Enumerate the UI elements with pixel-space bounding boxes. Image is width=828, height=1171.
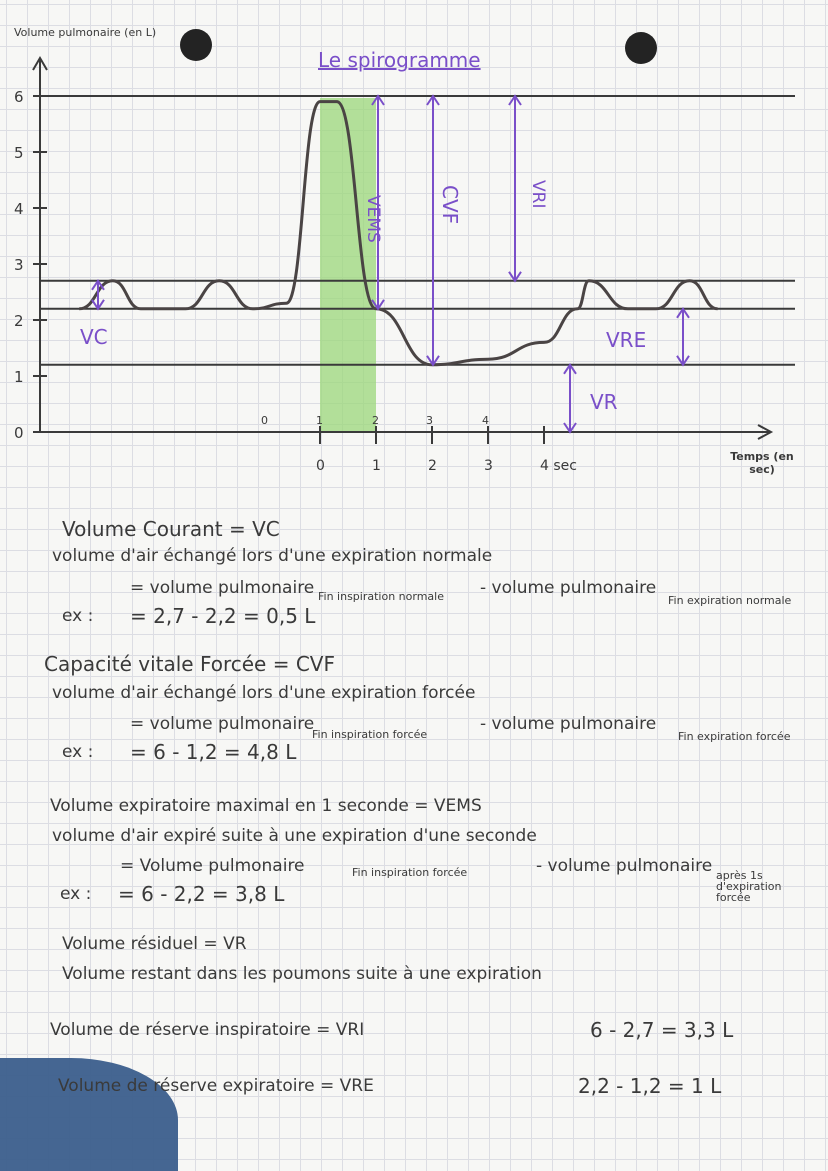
vems-arrow-head [371, 299, 385, 311]
chart-title: Le spirogramme [318, 48, 481, 72]
x-tick-top-label: 4 [482, 414, 489, 427]
one-second-band [320, 98, 376, 432]
volume-arrows [91, 94, 690, 434]
cvf-arrow-head [426, 94, 440, 106]
label-vr: VR [590, 390, 618, 414]
x-ticks: 0 1 2 3 4 0 1 2 3 4 sec [261, 414, 577, 474]
y-tick-label: 6 [14, 88, 24, 106]
vc-formula-b: - volume pulmonaire [480, 578, 657, 598]
vc-formula-a: = volume pulmonaire [130, 578, 315, 598]
vems-title: Volume expiratoire maximal en 1 seconde … [50, 796, 482, 816]
label-vri: VRI [528, 180, 548, 209]
vems-arrow-head [371, 94, 385, 106]
y-tick-label: 1 [14, 368, 24, 386]
label-vre: VRE [606, 328, 647, 352]
blue-stain [0, 1058, 178, 1171]
spirogram-chart: 0 1 2 3 4 5 6 0 1 2 3 4 0 1 2 3 4 sec [14, 29, 795, 474]
spirogram-curve [78, 100, 718, 367]
y-tick-label: 2 [14, 312, 24, 330]
label-cvf: CVF [438, 185, 462, 225]
vre-title: Volume de réserve expiratoire = VRE [58, 1076, 374, 1096]
binder-hole-right [625, 32, 657, 64]
cvf-formula-b-sub: Fin expiration forcée [678, 730, 791, 743]
x-tick-bottom-label: 0 [316, 458, 325, 474]
cvf-title: Capacité vitale Forcée = CVF [44, 652, 335, 676]
y-ticks: 0 1 2 3 4 5 6 [14, 88, 47, 442]
vc-definition: volume d'air échangé lors d'une expirati… [52, 546, 493, 566]
reference-lines [40, 95, 795, 366]
vems-formula-b: - volume pulmonaire [536, 856, 713, 876]
x-tick-bottom-label: 3 [484, 458, 493, 474]
vems-definition: volume d'air expiré suite à une expirati… [52, 826, 537, 846]
x-axis-arrow [757, 424, 774, 440]
x-tick-top-label: 1 [316, 414, 323, 427]
y-axis-arrow [32, 56, 48, 71]
cvf-formula-a: = volume pulmonaire [130, 714, 315, 734]
vre-arrow-head [676, 355, 690, 367]
vems-formula-b-sub: après 1s d'expiration forcée [716, 869, 782, 904]
y-tick-label: 0 [14, 424, 24, 442]
vems-example: = 6 - 2,2 = 3,8 L [118, 882, 285, 906]
x-tick-bottom-label: 2 [428, 458, 437, 474]
y-tick-label: 4 [14, 200, 24, 218]
cvf-arrow-head [426, 355, 440, 367]
cvf-example-label: ex : [62, 742, 94, 762]
x-tick-top-label: 2 [372, 414, 379, 427]
cvf-definition: volume d'air échangé lors d'une expirati… [52, 683, 476, 703]
x-tick-top-label: 0 [261, 414, 268, 427]
vc-formula-a-sub: Fin inspiration normale [318, 590, 444, 603]
y-axis-label: Volume pulmonaire (en L) [14, 26, 157, 39]
vc-arrow-head [91, 278, 105, 291]
vc-arrow-head [91, 299, 105, 311]
y-tick-label: 5 [14, 144, 24, 162]
x-tick-top-label: 3 [426, 414, 433, 427]
vr-title: Volume résiduel = VR [62, 934, 247, 954]
binder-hole-left [180, 29, 212, 61]
vre-calc: 2,2 - 1,2 = 1 L [578, 1074, 722, 1098]
vr-arrow-head [563, 422, 577, 434]
x-tick-bottom-label: 4 sec [540, 458, 577, 474]
vri-arrow-head [508, 271, 522, 283]
x-tick-bottom-label: 1 [372, 458, 381, 474]
vc-title: Volume Courant = VC [62, 517, 280, 541]
vr-definition: Volume restant dans les poumons suite à … [62, 964, 542, 984]
x-axis-label: Temps (en sec) [730, 450, 794, 476]
vre-arrow-head [676, 306, 690, 319]
label-vems: VEMS [363, 195, 383, 243]
vri-calc: 6 - 2,7 = 3,3 L [590, 1018, 734, 1042]
vri-title: Volume de réserve inspiratoire = VRI [50, 1020, 365, 1040]
vems-example-label: ex : [60, 884, 92, 904]
vems-formula-a-sub: Fin inspiration forcée [352, 866, 468, 879]
cvf-formula-b: - volume pulmonaire [480, 714, 657, 734]
vems-formula-a: = Volume pulmonaire [120, 856, 305, 876]
vri-arrow-head [508, 94, 522, 106]
label-vc: VC [80, 325, 108, 349]
cvf-formula-a-sub: Fin inspiration forcée [312, 728, 428, 741]
vc-formula-b-sub: Fin expiration normale [668, 594, 792, 607]
cvf-example: = 6 - 1,2 = 4,8 L [130, 740, 297, 764]
vc-example: = 2,7 - 2,2 = 0,5 L [130, 604, 316, 628]
vr-arrow-head [563, 362, 577, 375]
y-tick-label: 3 [14, 256, 24, 274]
vc-example-label: ex : [62, 606, 94, 626]
